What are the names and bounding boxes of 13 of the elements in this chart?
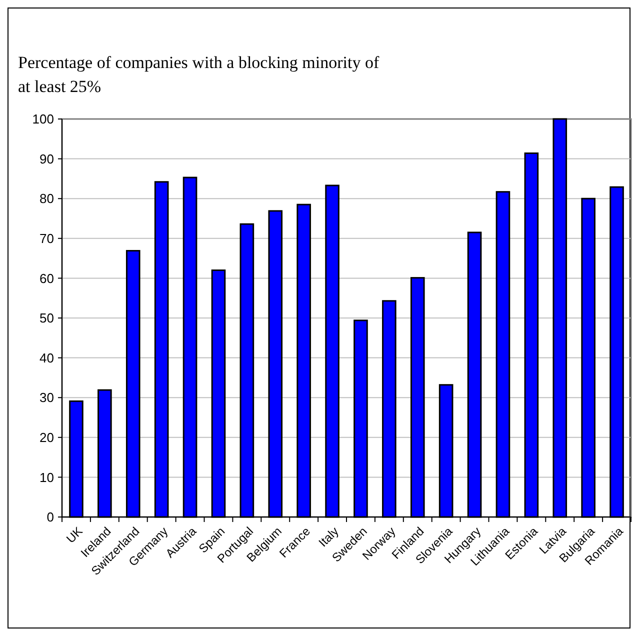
y-tick-label: 40 <box>40 350 54 366</box>
y-tick-label: 70 <box>40 230 54 246</box>
chart-title: Percentage of companies with a blocking minority of at least 25% <box>18 53 380 96</box>
y-tick-label: 100 <box>32 112 54 127</box>
y-tick-label: 0 <box>46 510 54 525</box>
y-tick-label: 50 <box>40 310 54 326</box>
y-tick-label: 30 <box>40 390 54 406</box>
y-tick-label: 80 <box>40 191 54 206</box>
y-tick-label: 10 <box>40 470 54 485</box>
y-tick-label: 90 <box>40 151 54 166</box>
x-tick-label: UK <box>64 524 86 546</box>
y-tick-label: 60 <box>40 270 54 286</box>
y-tick-label: 20 <box>40 430 54 445</box>
